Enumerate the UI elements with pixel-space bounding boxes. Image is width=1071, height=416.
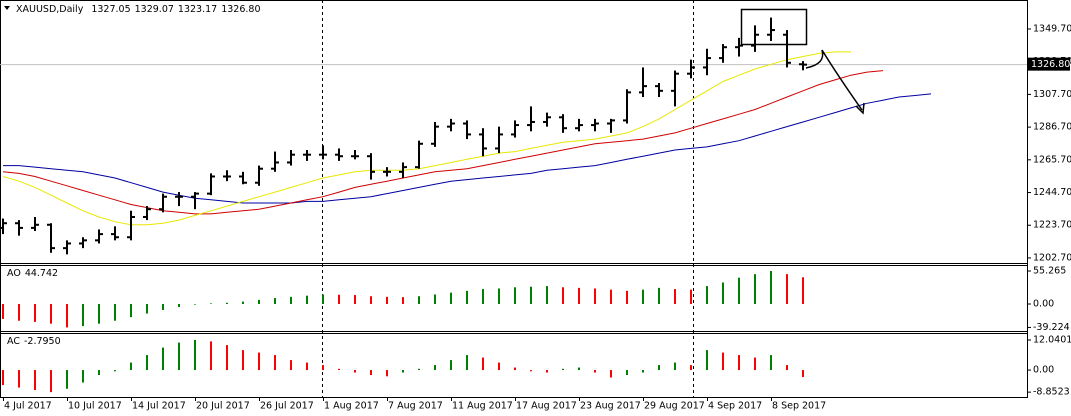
y-tick-label: 0.00 (1033, 365, 1054, 376)
vertical-lines (322, 0, 694, 397)
pane-name: AC (7, 336, 20, 347)
price-tag-label: 1326.80 (1031, 59, 1070, 70)
x-tick-label: 11 Aug 2017 (452, 401, 513, 412)
y-tick-label: 1286.70 (1033, 122, 1071, 133)
x-tick-label: 26 Jul 2017 (260, 401, 314, 412)
y-tick-label: -39.224 (1033, 322, 1070, 333)
low-value: 1323.17 (178, 4, 217, 15)
x-tick-label: 1 Aug 2017 (324, 401, 379, 412)
x-tick-label: 23 Aug 2017 (580, 401, 641, 412)
close-value: 1326.80 (221, 4, 260, 15)
y-tick-label: 1223.70 (1033, 220, 1071, 231)
y-tick-label: -8.8523 (1033, 387, 1070, 398)
drawing-objects (740, 8, 865, 115)
y-tick-label: 1202.70 (1033, 252, 1071, 263)
marks: 4 Jul 2017 10 Jul 2017 14 Jul 2017 20 Jul 2… (0, 17, 1071, 412)
y-tick-label: 1265.70 (1033, 154, 1071, 165)
ma-line (3, 93, 932, 204)
price-tag (1028, 57, 1070, 71)
x-tick-label: 20 Jul 2017 (196, 401, 250, 412)
x-tick-label: 10 Jul 2017 (68, 401, 122, 412)
x-tick-label: 7 Aug 2017 (388, 401, 443, 412)
chart-header: XAUUSD,Daily 1327.05 1329.07 1323.17 1326.80 (16, 4, 261, 15)
x-tick-label: 29 Aug 2017 (644, 401, 705, 412)
high-value: 1329.07 (135, 4, 174, 15)
annotation-arrow (805, 49, 863, 111)
x-tick-label: 14 Jul 2017 (132, 401, 186, 412)
symbol-icon (4, 6, 10, 10)
x-tick-label: 17 Aug 2017 (516, 401, 577, 412)
ma-line (2, 51, 851, 226)
open-value: 1327.05 (91, 4, 130, 15)
y-tick-label: 55.265 (1033, 265, 1066, 276)
y-tick-label: 12.0401 (1033, 335, 1071, 346)
x-tick-label: 4 Jul 2017 (4, 401, 52, 412)
symbol: XAUUSD,Daily (16, 4, 84, 15)
ma-line (2, 70, 884, 215)
arrow-head (855, 102, 865, 115)
y-tick-label: 1349.70 (1033, 23, 1071, 34)
annotation-box (740, 8, 808, 46)
pane-value: 44.742 (25, 268, 58, 279)
pane-value: -2.7950 (24, 336, 61, 347)
plot-frame (0, 0, 1028, 398)
pane-label: AO 44.742 (7, 268, 58, 279)
frame (0, 0, 1028, 398)
y-tick-label: 1244.70 (1033, 187, 1071, 198)
x-tick-label: 4 Sep 2017 (708, 401, 762, 412)
y-tick-label: 0.00 (1033, 299, 1054, 310)
pane-label: AC -2.7950 (7, 336, 61, 347)
x-tick-label: 8 Sep 2017 (772, 401, 826, 412)
y-tick-label: 1307.70 (1033, 89, 1071, 100)
pane-name: AO (7, 268, 21, 279)
